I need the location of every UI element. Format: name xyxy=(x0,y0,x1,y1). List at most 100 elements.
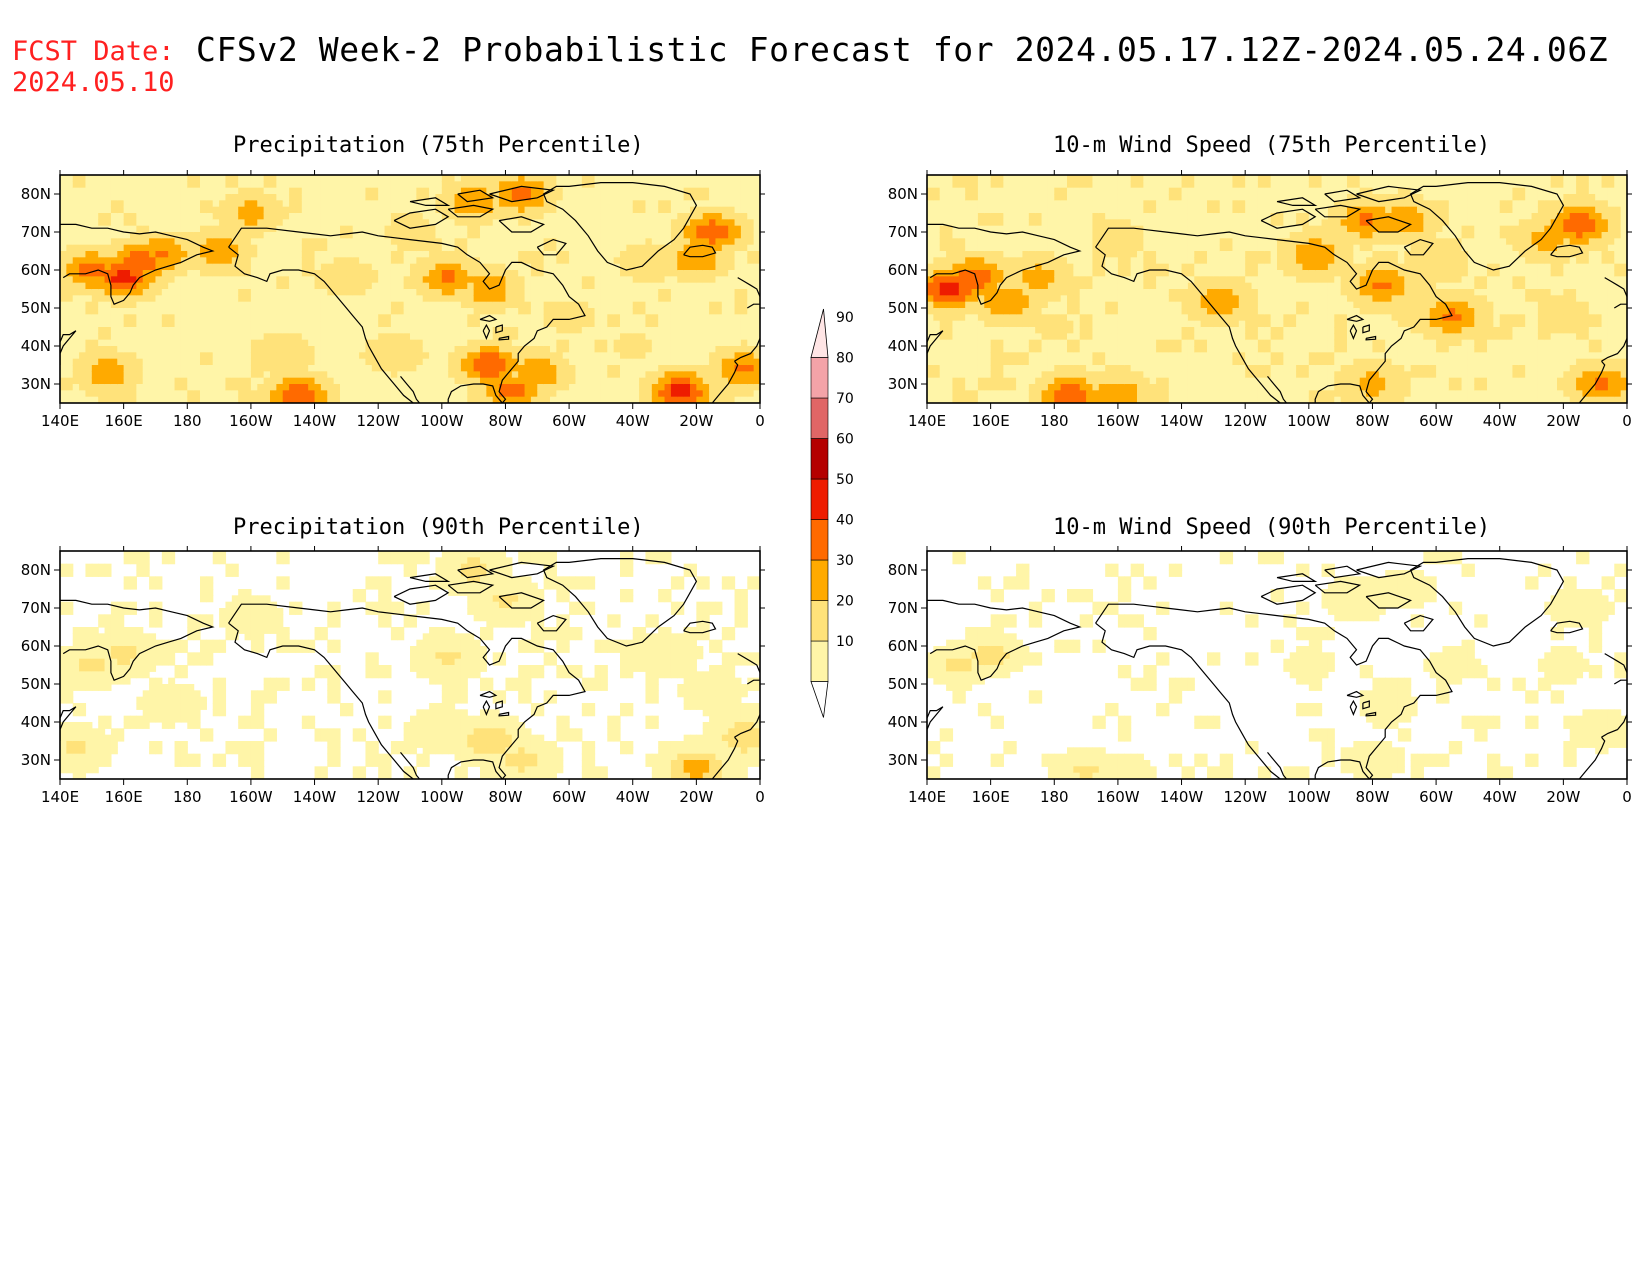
lon-tick-label: 120W xyxy=(356,788,400,806)
colorbar-label: 10 xyxy=(836,634,854,650)
lon-tick-label: 60W xyxy=(1419,788,1453,806)
lon-tick-label: 160E xyxy=(105,788,143,806)
lon-tick-label: 100W xyxy=(1287,788,1331,806)
lat-tick-label: 30N xyxy=(21,375,51,393)
lon-tick-label: 0 xyxy=(1622,412,1632,430)
lon-tick-label: 180 xyxy=(173,788,202,806)
map-frame xyxy=(926,174,1628,404)
lon-tick-label: 80W xyxy=(1355,412,1389,430)
colorbar-label: 50 xyxy=(836,472,854,488)
colorbar-swatch xyxy=(810,397,829,439)
lat-tick-label: 60N xyxy=(21,637,51,655)
lat-tick-label: 60N xyxy=(888,637,918,655)
lat-tick-label: 80N xyxy=(888,561,918,579)
lon-tick-label: 0 xyxy=(755,788,765,806)
probability-field xyxy=(927,175,1627,403)
lon-tick-label: 40W xyxy=(616,412,650,430)
lon-tick-label: 140E xyxy=(908,788,946,806)
lon-tick-label: 100W xyxy=(420,788,464,806)
lon-tick-label: 40W xyxy=(1483,788,1517,806)
lat-tick-label: 30N xyxy=(888,751,918,769)
colorbar-swatch xyxy=(810,478,829,520)
colorbar-swatch xyxy=(810,308,829,358)
lat-tick-label: 70N xyxy=(21,223,51,241)
colorbar-under-swatch xyxy=(810,681,829,718)
lon-tick-label: 180 xyxy=(1040,788,1069,806)
lon-tick-label: 180 xyxy=(1040,412,1069,430)
colorbar: 90 80 70 60 50 40 30 20 10 xyxy=(810,308,854,718)
lon-tick-label: 80W xyxy=(1355,788,1389,806)
colorbar-label: 20 xyxy=(836,594,854,610)
lat-tick-label: 80N xyxy=(21,185,51,203)
fcst-date-label: FCST Date: 2024.05.10 xyxy=(12,36,175,98)
panel-title-wind-75: 10-m Wind Speed (75th Percentile) xyxy=(1053,133,1491,158)
lon-tick-label: 120W xyxy=(356,412,400,430)
lon-tick-label: 140W xyxy=(1160,412,1204,430)
colorbar-label: 60 xyxy=(836,432,854,448)
lon-tick-label: 160W xyxy=(229,788,273,806)
lon-tick-label: 160E xyxy=(972,412,1010,430)
map-frame xyxy=(926,550,1628,780)
lat-tick-label: 30N xyxy=(888,375,918,393)
fcst-date-label-text: FCST Date: xyxy=(12,36,175,67)
lon-tick-label: 180 xyxy=(173,412,202,430)
probability-field xyxy=(927,551,1627,779)
lat-tick-label: 80N xyxy=(888,185,918,203)
lat-tick-label: 40N xyxy=(888,337,918,355)
lon-tick-label: 20W xyxy=(1546,412,1580,430)
map-panel-wind-90: 140E 160E 180 160W 140W 120W 100W 80W 60W 40W 20W 0… xyxy=(888,546,1632,806)
lat-tick-label: 40N xyxy=(21,713,51,731)
lon-tick-label: 80W xyxy=(488,788,522,806)
colorbar-swatch xyxy=(810,559,829,601)
map-frame xyxy=(59,550,761,780)
colorbar-swatch xyxy=(810,357,829,399)
panel-title-wind-90: 10-m Wind Speed (90th Percentile) xyxy=(1053,515,1491,540)
lon-tick-label: 60W xyxy=(552,788,586,806)
lon-tick-label: 160W xyxy=(1096,412,1140,430)
lon-tick-label: 80W xyxy=(488,412,522,430)
lon-tick-label: 100W xyxy=(420,412,464,430)
lat-tick-label: 70N xyxy=(21,599,51,617)
lon-tick-label: 0 xyxy=(1622,788,1632,806)
lat-tick-label: 30N xyxy=(21,751,51,769)
page-title: CFSv2 Week-2 Probabilistic Forecast for … xyxy=(196,30,1609,69)
colorbar-label: 80 xyxy=(836,351,854,367)
colorbar-swatch xyxy=(810,600,829,642)
fcst-date-value: 2024.05.10 xyxy=(12,67,175,98)
lon-tick-label: 160W xyxy=(229,412,273,430)
lon-tick-label: 160W xyxy=(1096,788,1140,806)
lon-tick-label: 20W xyxy=(679,788,713,806)
lat-tick-label: 50N xyxy=(888,675,918,693)
lon-tick-label: 140E xyxy=(41,788,79,806)
colorbar-swatch xyxy=(810,438,829,480)
lat-tick-label: 50N xyxy=(21,299,51,317)
probability-field xyxy=(60,551,760,779)
colorbar-label: 70 xyxy=(836,391,854,407)
coastlines xyxy=(60,557,760,779)
lat-tick-label: 60N xyxy=(888,261,918,279)
panel-title-precip-90: Precipitation (90th Percentile) xyxy=(233,515,644,540)
lon-tick-label: 160E xyxy=(105,412,143,430)
probability-field xyxy=(60,175,760,403)
lat-tick-label: 80N xyxy=(21,561,51,579)
lon-tick-label: 60W xyxy=(1419,412,1453,430)
lat-tick-label: 40N xyxy=(21,337,51,355)
colorbar-swatch xyxy=(810,519,829,561)
colorbar-label: 40 xyxy=(836,513,854,529)
lon-tick-label: 140W xyxy=(1160,788,1204,806)
lon-tick-label: 60W xyxy=(552,412,586,430)
map-frame xyxy=(59,174,761,404)
lon-tick-label: 20W xyxy=(679,412,713,430)
lon-tick-label: 40W xyxy=(1483,412,1517,430)
panel-title-precip-75: Precipitation (75th Percentile) xyxy=(233,133,644,158)
lat-tick-label: 70N xyxy=(888,599,918,617)
map-panel-precip-75: 140E 160E 180 160W 140W 120W 100W 80W 60W 40W 20W 0… xyxy=(21,170,765,430)
lat-tick-label: 60N xyxy=(21,261,51,279)
lon-tick-label: 100W xyxy=(1287,412,1331,430)
lon-tick-label: 0 xyxy=(755,412,765,430)
colorbar-label: 90 xyxy=(836,310,854,326)
lon-tick-label: 140W xyxy=(293,412,337,430)
lat-tick-label: 50N xyxy=(21,675,51,693)
lon-tick-label: 40W xyxy=(616,788,650,806)
